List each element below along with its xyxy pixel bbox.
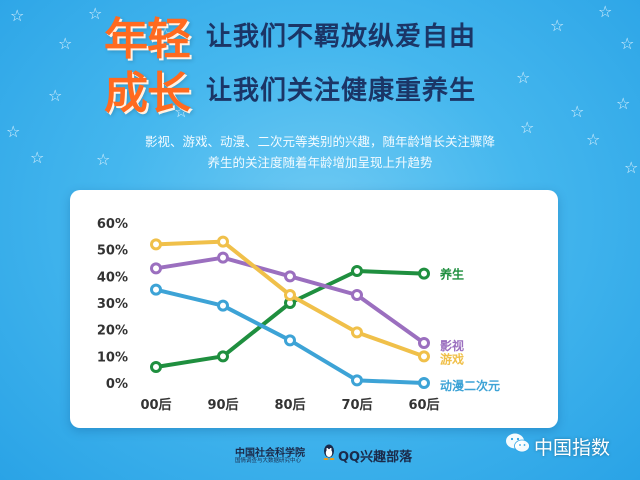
star-icon: ☆: [624, 158, 639, 177]
x-tick-label: 60后: [408, 397, 439, 413]
star-icon: ☆: [598, 2, 613, 21]
data-point: [217, 350, 229, 363]
x-tick-label: 80后: [274, 397, 305, 413]
data-point: [351, 374, 363, 387]
data-point: [284, 289, 296, 301]
data-point: [418, 377, 430, 389]
data-point: [418, 350, 430, 363]
series-label: 养生: [439, 267, 464, 282]
data-point: [351, 289, 363, 301]
y-tick-label: 10%: [97, 350, 128, 365]
star-icon: ☆: [88, 4, 103, 23]
y-tick-label: 0%: [106, 377, 128, 392]
star-icon: ☆: [10, 6, 25, 25]
qq-penguin-icon: [323, 444, 335, 460]
y-tick-label: 20%: [97, 324, 128, 339]
y-tick-label: 50%: [97, 244, 128, 259]
headline-big-1: 年轻: [104, 14, 191, 65]
series-line: [154, 269, 426, 369]
chart-card: 0% 10% 20% 30% 40% 50% 60% 00后 90后 80后 70后 60后 养生影视游…: [70, 190, 558, 428]
headline-big-2: 成长: [104, 68, 191, 119]
data-point: [351, 265, 363, 277]
data-point: [150, 262, 162, 275]
x-tick-label: 90后: [207, 397, 238, 413]
star-icon: ☆: [550, 16, 565, 35]
data-point: [418, 267, 430, 280]
data-point: [150, 238, 162, 251]
description-line-1: 影视、游戏、动漫、二次元等类别的兴趣，随年龄增长关注骤降: [144, 134, 495, 149]
star-icon: ☆: [30, 148, 45, 167]
data-point: [418, 337, 430, 349]
headline-slogan-1: 让我们不羁放纵爱自由: [206, 22, 477, 52]
data-point: [351, 326, 363, 339]
x-tick-label: 00后: [140, 397, 171, 413]
y-tick-label: 40%: [97, 270, 128, 285]
data-point: [150, 283, 162, 296]
description-line-2: 养生的关注度随着年龄增加呈现上升趋势: [207, 155, 433, 170]
qq-tribe-name: QQ兴趣部落: [338, 450, 413, 465]
star-icon: ☆: [570, 102, 585, 121]
y-tick-label: 30%: [97, 297, 128, 312]
data-point: [150, 361, 162, 373]
data-point: [284, 334, 296, 347]
star-icon: ☆: [58, 34, 73, 53]
x-tick-label: 70后: [341, 397, 372, 413]
star-icon: ☆: [174, 102, 189, 121]
wechat-icon: [506, 433, 530, 453]
watermark-text: 中国指数: [534, 437, 611, 459]
star-icon: ☆: [616, 94, 631, 113]
series-label: 动漫二次元: [440, 378, 500, 393]
y-tick-label: 60%: [97, 217, 128, 232]
org-name: 中国社会科学院: [235, 448, 305, 459]
star-icon: ☆: [620, 34, 635, 53]
data-point: [217, 251, 229, 264]
data-point: [217, 299, 229, 312]
data-point: [284, 270, 296, 283]
headline-slogan-2: 让我们关注健康重养生: [206, 76, 477, 106]
data-point: [217, 235, 229, 248]
series-label: 影视: [440, 338, 464, 353]
star-icon: ☆: [48, 86, 63, 105]
star-icon: ☆: [158, 24, 173, 43]
star-icon: ☆: [586, 130, 601, 149]
star-icon: ☆: [516, 68, 531, 87]
line-chart: 0% 10% 20% 30% 40% 50% 60% 00后 90后 80后 70后 60后 养生影视游…: [97, 217, 500, 413]
star-icon: ☆: [520, 118, 535, 137]
series-label: 游戏: [440, 351, 464, 366]
star-icon: ☆: [6, 122, 21, 141]
star-icon: ☆: [96, 150, 111, 169]
org-subtitle: 国情调查与大数据研究中心: [235, 458, 302, 464]
